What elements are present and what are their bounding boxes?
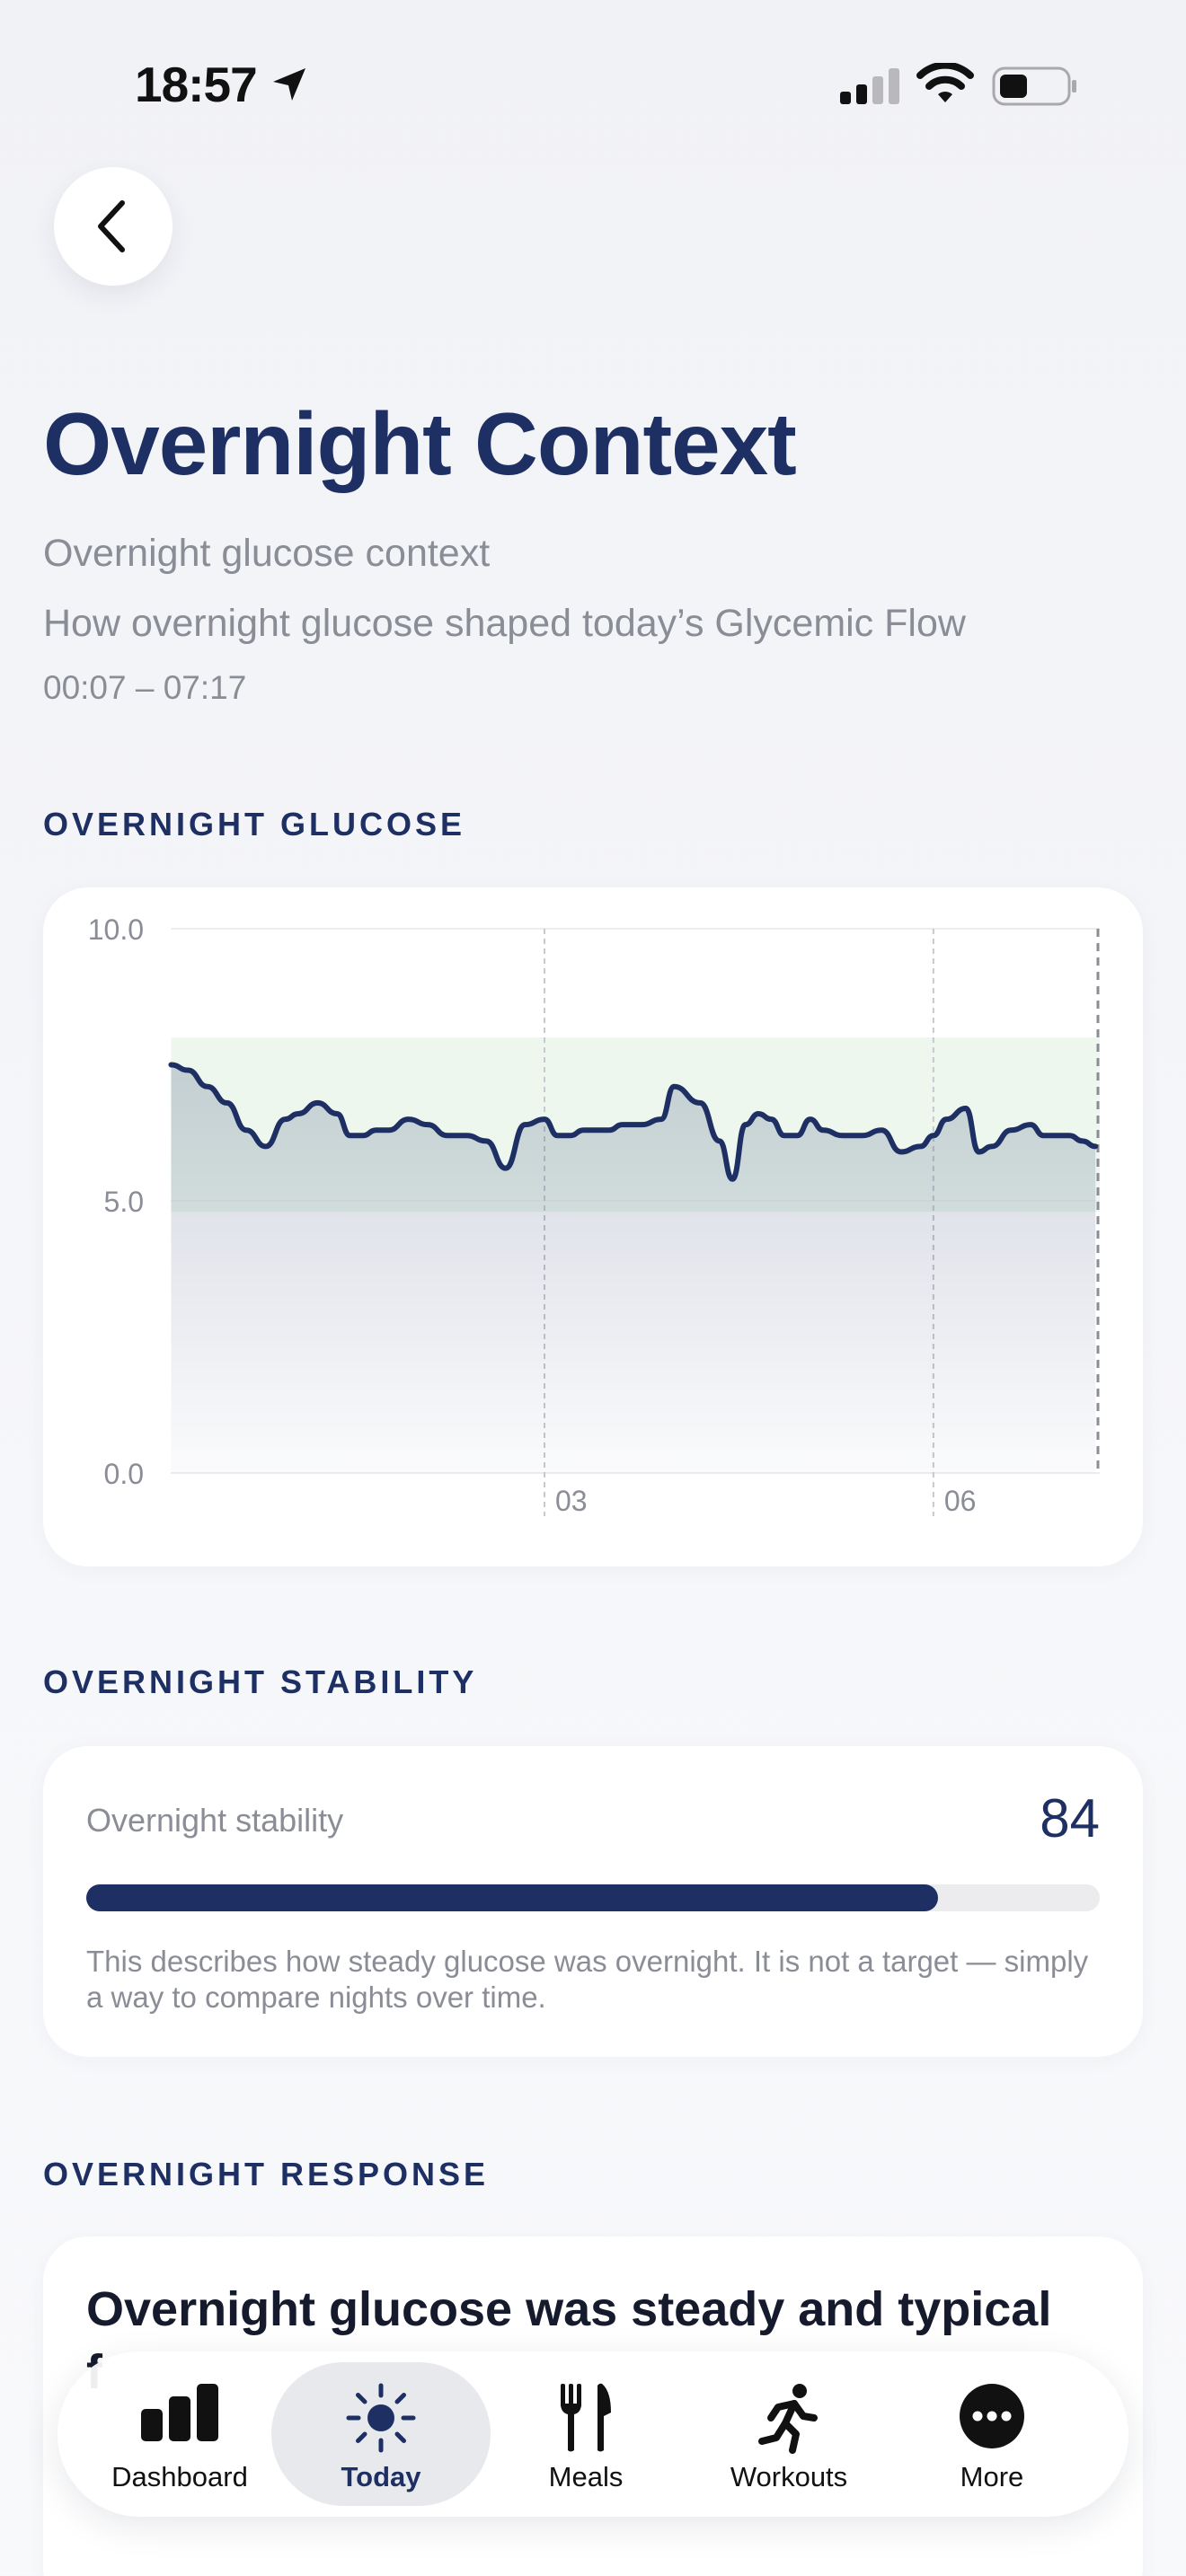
time-range: 00:07 – 07:17 (43, 669, 247, 706)
y-tick-label: 5.0 (104, 1186, 144, 1218)
page-subtitle: Overnight glucose context (43, 532, 491, 575)
tab-today[interactable]: Today (271, 2362, 491, 2506)
tab-label-meals: Meals (548, 2461, 624, 2492)
x-tick-label: 06 (944, 1485, 977, 1517)
sun-icon (346, 2383, 416, 2453)
status-bar: 18:57 (0, 0, 1186, 171)
running-figure-icon (758, 2384, 818, 2454)
page-title: Overnight Context (43, 394, 797, 493)
tab-label-more: More (960, 2461, 1024, 2492)
tab-workouts[interactable]: Workouts (679, 2362, 898, 2506)
tab-dashboard[interactable]: Dashboard (70, 2362, 289, 2506)
stability-description: This describes how steady glucose was ov… (86, 1945, 1089, 2014)
tab-meals[interactable]: Meals (476, 2362, 695, 2506)
location-arrow-icon (273, 68, 305, 101)
tab-more[interactable]: More (882, 2362, 1102, 2506)
tab-label-workouts: Workouts (730, 2461, 848, 2492)
stability-score: 84 (1040, 1788, 1100, 1848)
page-description: How overnight glucose shaped today’s Gly… (43, 602, 966, 645)
x-tick-label: 03 (555, 1485, 588, 1517)
section-label-overnight-stability: OVERNIGHT STABILITY (43, 1663, 478, 1700)
ellipsis-icon (960, 2384, 1024, 2448)
stability-progress-fill (86, 1884, 938, 1911)
y-tick-label: 10.0 (88, 913, 144, 946)
battery-icon (992, 66, 1076, 106)
section-label-overnight-response: OVERNIGHT RESPONSE (43, 2156, 490, 2192)
wifi-icon (916, 63, 974, 102)
glucose-chart: 10.0 5.0 0.0 03 06 (88, 913, 1101, 1517)
tab-bar: Dashboard Today (58, 2351, 1128, 2517)
stability-label: Overnight stability (86, 1802, 344, 1839)
glucose-area (171, 1064, 1096, 1473)
status-time: 18:57 (135, 57, 258, 112)
chevron-left-icon (98, 200, 125, 252)
bar-chart-icon (141, 2384, 218, 2441)
fork-knife-icon (561, 2383, 611, 2452)
stability-card: Overnight stability 84 This describes ho… (43, 1746, 1143, 2057)
glucose-chart-card: 10.0 5.0 0.0 03 06 (43, 887, 1143, 1566)
glucose-series-line (168, 1062, 1099, 1182)
tab-label-dashboard: Dashboard (111, 2461, 248, 2492)
cellular-signal-icon (840, 68, 899, 104)
back-button[interactable] (54, 167, 173, 286)
stability-progress-track (86, 1884, 1100, 1911)
section-label-overnight-glucose: OVERNIGHT GLUCOSE (43, 806, 466, 842)
tab-label-today: Today (341, 2461, 421, 2492)
response-title: Overnight glucose was steady and typical (86, 2282, 1052, 2336)
y-tick-label: 0.0 (104, 1458, 144, 1490)
